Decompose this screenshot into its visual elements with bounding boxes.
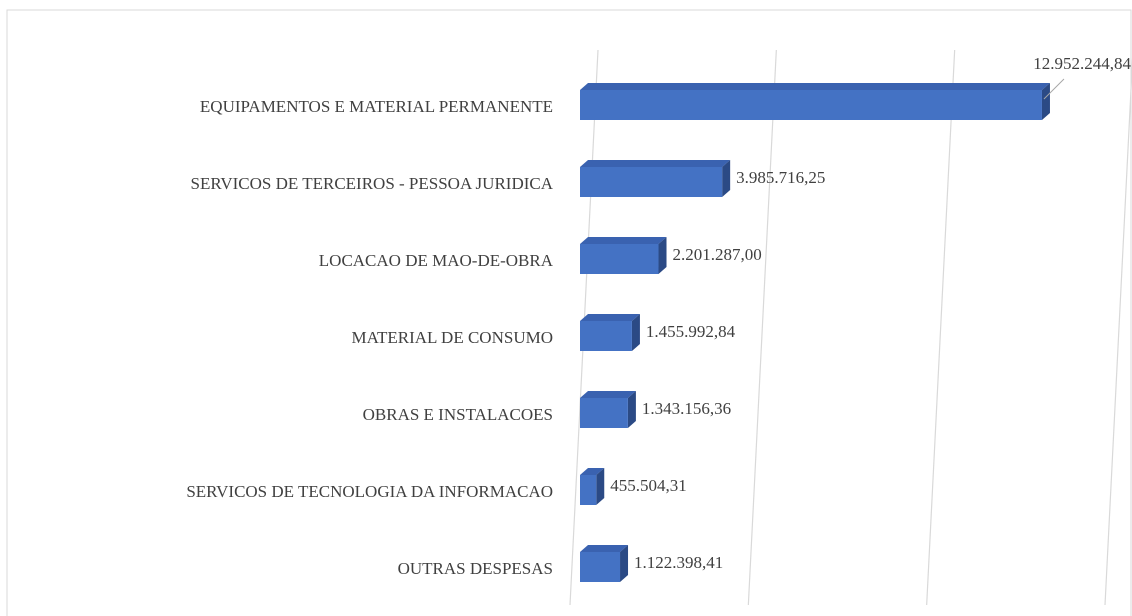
- grid-line: [1104, 57, 1132, 606]
- bar-top: [580, 545, 629, 552]
- value-label: 1.343.156,36: [642, 399, 731, 418]
- bar-front: [580, 321, 632, 351]
- bar: [580, 160, 731, 197]
- bar-front: [580, 552, 621, 582]
- bar-front: [580, 398, 628, 428]
- bar-front: [580, 167, 723, 197]
- value-label: 2.201.287,00: [673, 245, 762, 264]
- category-label: SERVICOS DE TERCEIROS - PESSOA JURIDICA: [191, 174, 554, 193]
- value-label: 3.985.716,25: [736, 168, 825, 187]
- category-label: OBRAS E INSTALACOES: [363, 405, 553, 424]
- bar-top: [580, 83, 1050, 90]
- bar-side: [1041, 83, 1050, 120]
- category-label: MATERIAL DE CONSUMO: [352, 328, 554, 347]
- value-label: 1.455.992,84: [646, 322, 736, 341]
- grid-line: [926, 49, 956, 606]
- bar: [580, 314, 640, 351]
- bar-side: [620, 545, 629, 582]
- category-label: SERVICOS DE TECNOLOGIA DA INFORMACAO: [186, 482, 553, 501]
- grid-line: [747, 49, 777, 606]
- bar: [580, 237, 667, 274]
- bar-top: [580, 391, 636, 398]
- bar: [580, 545, 629, 582]
- bar-top: [580, 468, 605, 475]
- bar-top: [580, 237, 667, 244]
- bar-side: [627, 391, 636, 428]
- bar-side: [658, 237, 667, 274]
- bar-top: [580, 314, 640, 321]
- value-label: 455.504,31: [610, 476, 687, 495]
- category-label: OUTRAS DESPESAS: [398, 559, 553, 578]
- bar: [580, 83, 1050, 120]
- category-label: LOCACAO DE MAO-DE-OBRA: [319, 251, 554, 270]
- bar: [580, 468, 605, 505]
- category-label: EQUIPAMENTOS E MATERIAL PERMANENTE: [200, 97, 553, 116]
- bar-side: [596, 468, 605, 505]
- bar-top: [580, 160, 731, 167]
- bar: [580, 391, 636, 428]
- value-label: 12.952.244,84: [1033, 54, 1131, 73]
- bar-side: [722, 160, 731, 197]
- bar-front: [580, 90, 1042, 120]
- leader-line: [1043, 78, 1065, 100]
- value-label: 1.122.398,41: [634, 553, 723, 572]
- bar-side: [631, 314, 640, 351]
- bar-front: [580, 475, 597, 505]
- bar-front: [580, 244, 659, 274]
